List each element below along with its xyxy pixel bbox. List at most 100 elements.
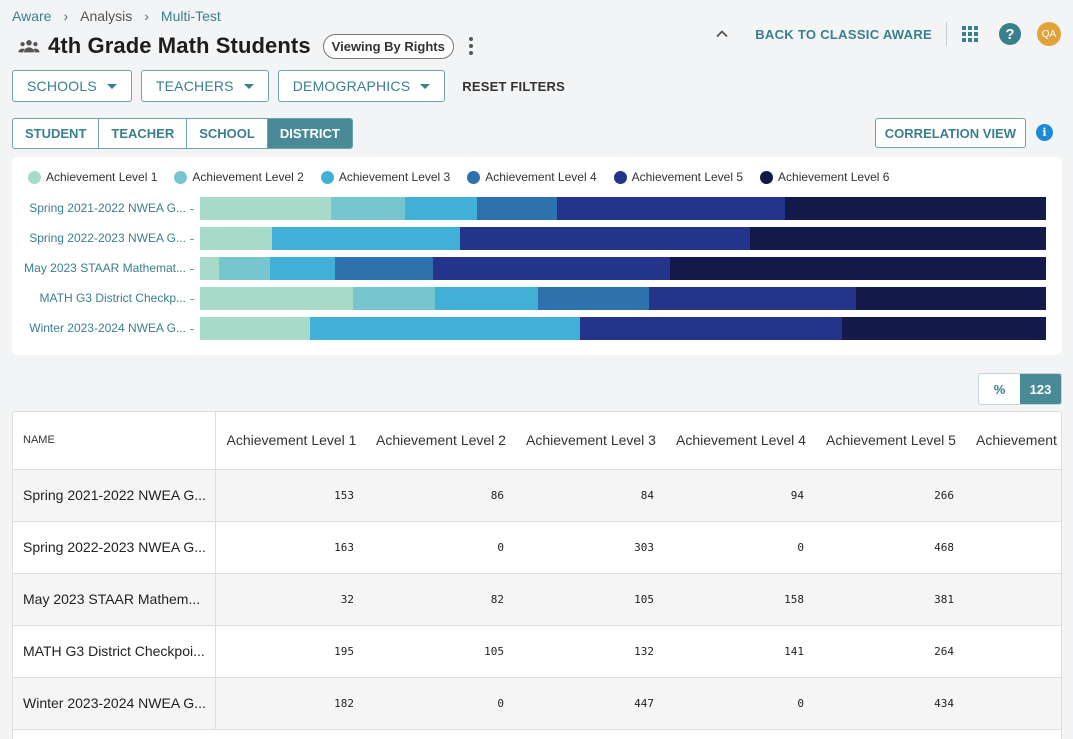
chart-bar-segment-level-4[interactable] [476,197,557,220]
column-header[interactable]: Achievement Level 5 [815,412,965,470]
correlation-view-button[interactable]: CORRELATION VIEW [874,118,1026,148]
legend-label: Achievement Level 4 [485,170,597,184]
chart-bar-segment-level-5[interactable] [433,257,670,280]
breadcrumb: Aware › Analysis › Multi-Test [12,8,221,24]
value-cell: 468 [815,521,965,574]
value-cell [965,677,1061,730]
schools-filter-button[interactable]: SCHOOLS [12,70,132,102]
group-icon [18,40,40,53]
table-row[interactable]: MATH G3 District Checkpoi... 195 105 132 141… [13,625,1061,678]
value-cell: 32 [215,573,365,626]
percent-toggle-button[interactable]: % [979,374,1020,404]
column-header[interactable]: Achievement Level 6 [965,412,1061,470]
chart-bar-segment-level-2[interactable] [353,287,436,310]
breadcrumb-multi-test: Multi-Test [160,8,221,24]
title-row: 4th Grade Math Students Viewing By Right… [18,33,474,59]
demographics-filter-label: DEMOGRAPHICS [292,78,411,94]
value-cell: 381 [815,573,965,626]
chart-bar-segment-level-5[interactable] [649,287,857,310]
tab-teacher[interactable]: TEACHER [99,119,188,148]
chart-bar-segment-level-3[interactable] [271,227,460,250]
chevron-up-icon[interactable] [715,27,729,41]
legend-item[interactable]: Achievement Level 4 [467,170,597,184]
value-cell: 105 [365,625,515,678]
value-cell: 195 [215,625,365,678]
back-to-classic-link[interactable]: BACK TO CLASSIC AWARE [755,26,932,42]
chart-bar-segment-level-2[interactable] [331,197,405,220]
chart-bar-segment-level-1[interactable] [200,317,310,340]
chart-bar-segment-level-1[interactable] [200,227,272,250]
chart-bar-segment-level-3[interactable] [404,197,477,220]
value-cell: 153 [215,469,365,522]
legend-label: Achievement Level 1 [46,170,158,184]
row-name-cell: May 2023 STAAR Mathem... [13,573,216,626]
teachers-filter-label: TEACHERS [155,78,234,94]
chart-bar-segment-level-1[interactable] [200,257,220,280]
row-name-cell: MATH G3 District Checkpoi... [13,625,216,678]
legend-label: Achievement Level 3 [338,170,451,184]
table-row[interactable]: Winter 2023-2024 NWEA G... 182 0 447 0 434 [13,677,1061,730]
chart-row-label: Spring 2022-2023 NWEA G... [12,231,194,245]
teachers-filter-button[interactable]: TEACHERS [140,70,269,102]
level-tabs: STUDENT TEACHER SCHOOL DISTRICT [12,118,353,149]
more-options-icon[interactable] [468,37,474,55]
demographics-filter-button[interactable]: DEMOGRAPHICS [277,70,446,102]
legend-dot-icon [760,170,774,184]
table-row[interactable]: Spring 2021-2022 NWEA G... 153 86 84 94 266 [13,469,1061,522]
viewing-by-rights-chip[interactable]: Viewing By Rights [322,33,454,59]
help-icon[interactable]: ? [999,23,1021,45]
tab-district[interactable]: DISTRICT [267,119,352,148]
row-name-cell: Spring 2021-2022 NWEA G... [13,469,216,522]
chart-bar-segment-level-5[interactable] [459,227,750,250]
column-header[interactable]: Achievement Level 1 [215,412,365,470]
chart-bar-segment-level-6[interactable] [785,197,1046,220]
chevron-right-icon: › [63,8,69,24]
caret-down-icon [243,83,254,89]
info-icon[interactable]: i [1036,124,1053,141]
value-cell [965,469,1061,522]
value-cell: 0 [365,521,515,574]
value-cell: 163 [215,521,365,574]
chart-row-label: Winter 2023-2024 NWEA G... [12,321,194,335]
chart-bar-segment-level-6[interactable] [749,227,1046,250]
chart-bar-row [200,287,1046,310]
legend-item[interactable]: Achievement Level 6 [760,170,889,184]
chart-bar-segment-level-4[interactable] [335,257,434,280]
column-header[interactable]: Achievement Level 4 [665,412,815,470]
name-column-header[interactable]: NAME [13,412,216,470]
apps-grid-icon[interactable] [961,25,979,43]
count-toggle-button[interactable]: 123 [1020,374,1061,404]
breadcrumb-analysis[interactable]: Analysis [80,8,133,24]
tab-school[interactable]: SCHOOL [187,119,268,148]
chart-bar-segment-level-1[interactable] [200,197,332,220]
table-row[interactable]: May 2023 STAAR Mathem... 32 82 105 158 381 [13,573,1061,626]
chart-bar-segment-level-3[interactable] [435,287,539,310]
legend-item[interactable]: Achievement Level 2 [174,170,304,184]
table-row[interactable]: Spring 2022-2023 NWEA G... 163 0 303 0 468 [13,521,1061,574]
chart-bar-segment-level-2[interactable] [219,257,271,280]
column-header[interactable]: Achievement Level 3 [515,412,665,470]
legend-item[interactable]: Achievement Level 1 [28,170,157,184]
chart-row-label: MATH G3 District Checkp... [12,291,194,305]
column-header[interactable]: Achievement Level 2 [365,412,515,470]
avatar[interactable]: QA [1037,22,1061,46]
reset-filters-button[interactable]: RESET FILTERS [462,78,566,94]
chart-bar-segment-level-1[interactable] [200,287,354,310]
chart-bar-segment-level-3[interactable] [270,257,336,280]
legend-item[interactable]: Achievement Level 5 [613,170,743,184]
legend-label: Achievement Level 6 [778,170,890,184]
breadcrumb-aware[interactable]: Aware [12,8,52,24]
chart-bar-segment-level-4[interactable] [538,287,650,310]
chart-bar-segment-level-3[interactable] [309,317,580,340]
legend-item[interactable]: Achievement Level 3 [320,170,451,184]
chart-bar-segment-level-5[interactable] [579,317,843,340]
value-cell: 82 [365,573,515,626]
chart-bar-segment-level-6[interactable] [842,317,1046,340]
achievement-chart: Achievement Level 1 Achievement Level 2 Ac… [12,157,1062,355]
chart-bar-segment-level-6[interactable] [856,287,1046,310]
chart-bar-segment-level-6[interactable] [669,257,1046,280]
chart-bar-segment-level-5[interactable] [556,197,786,220]
value-cell: 182 [215,677,365,730]
chart-bar-row [200,227,1046,250]
tab-student[interactable]: STUDENT [13,119,100,148]
